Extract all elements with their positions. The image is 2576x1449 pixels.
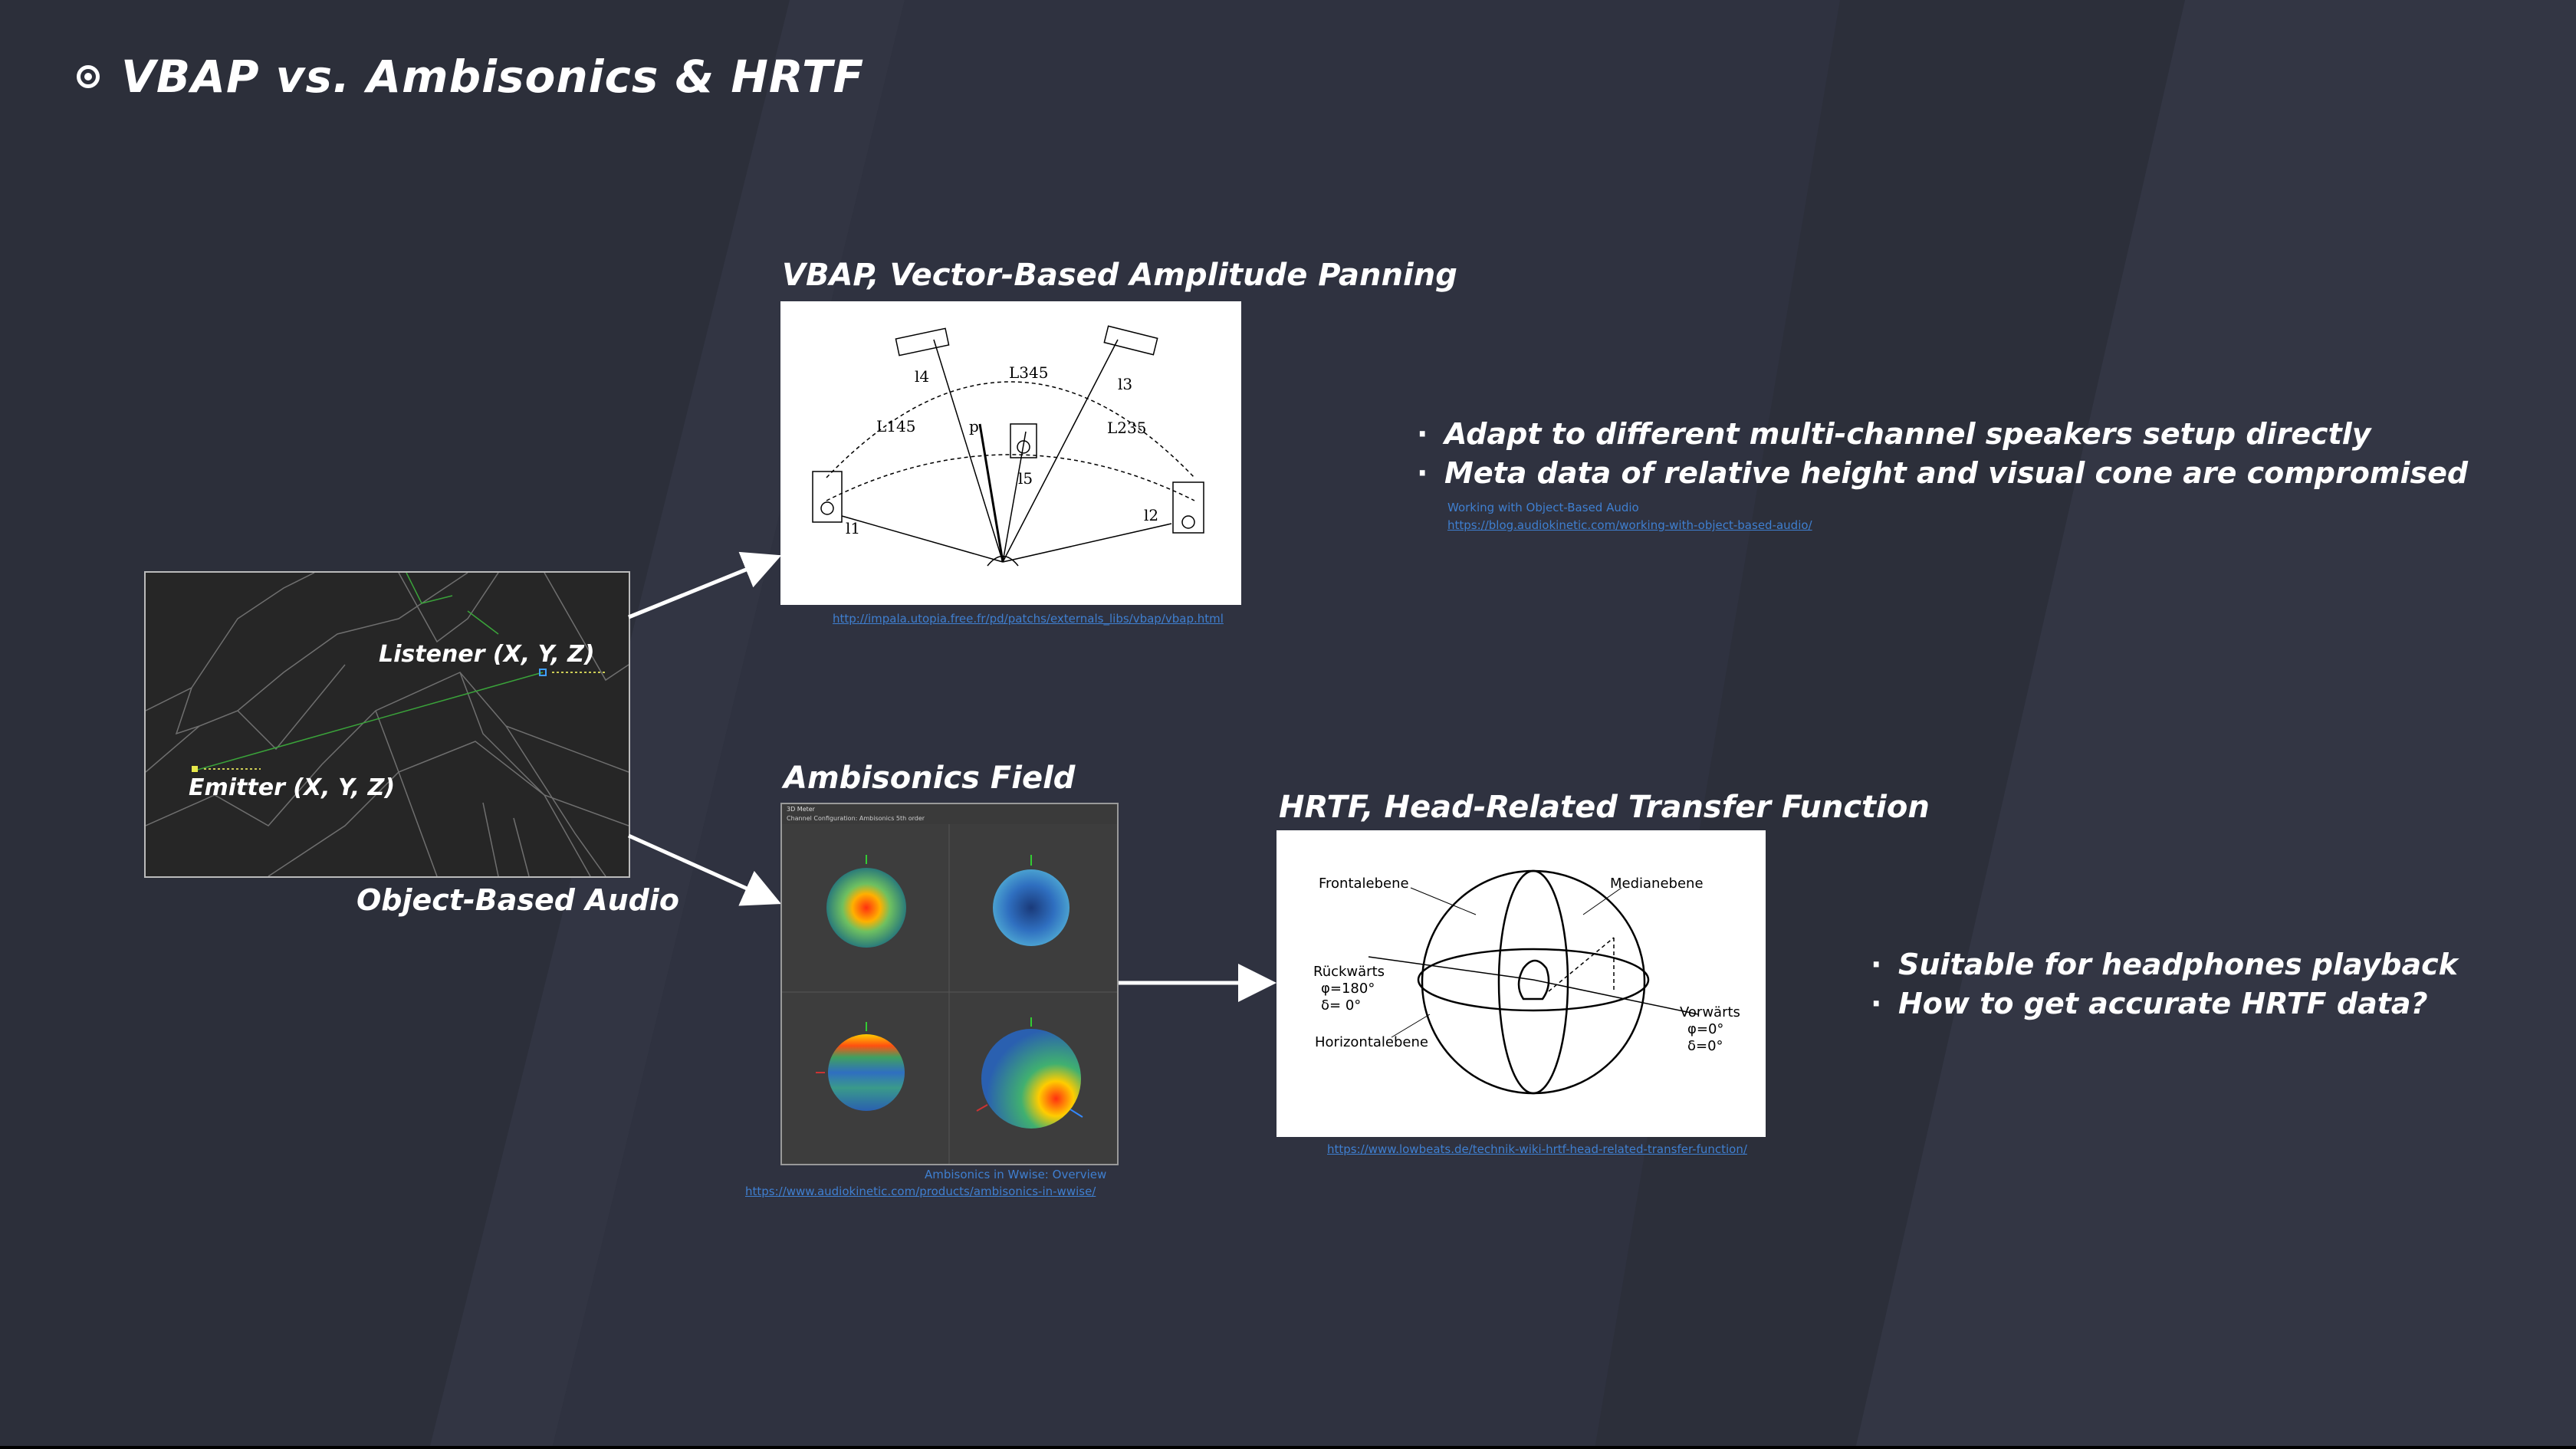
vbap-ref-link[interactable]: https://blog.audiokinetic.com/working-wi… [1447, 518, 1812, 532]
object-audio-caption: Object-Based Audio [356, 883, 679, 917]
radio-button-icon [77, 65, 100, 88]
hrtf-label-frontal: Frontalebene [1319, 876, 1409, 892]
hrtf-source-link[interactable]: https://www.lowbeats.de/technik-wiki-hrt… [1327, 1142, 1747, 1156]
hrtf-label-forward: Vorwärts [1680, 1004, 1740, 1020]
slide-title-text: VBAP vs. Ambisonics & HRTF [121, 51, 865, 103]
hrtf-label-horizontal: Horizontalebene [1315, 1034, 1428, 1050]
vbap-label-p: p [969, 417, 979, 435]
hrtf-bullets: Suitable for headphones playback How to … [1871, 945, 2458, 1024]
hrtf-bullet-1: Suitable for headphones playback [1871, 945, 2458, 984]
vbap-label-l5: l5 [1018, 469, 1033, 488]
vbap-source-link[interactable]: http://impala.utopia.free.fr/pd/patchs/e… [833, 612, 1224, 626]
vbap-label-l4: l4 [915, 367, 929, 386]
object-audio-screenshot [144, 571, 630, 878]
meter-window-subtitle: Channel Configuration: Ambisonics 5th or… [787, 815, 925, 822]
hrtf-label-back: Rückwärts [1313, 964, 1385, 980]
ambisonics-screenshot: 3D Meter Channel Configuration: Ambisoni… [780, 803, 1119, 1165]
hrtf-label-fwd-phi: φ=0° [1687, 1021, 1723, 1037]
vbap-label-l3: l3 [1118, 375, 1132, 393]
vbap-label-l235: L235 [1107, 419, 1146, 437]
ambisonics-ref-link[interactable]: https://www.audiokinetic.com/products/am… [745, 1184, 1096, 1198]
ambisonics-title: Ambisonics Field [784, 761, 1076, 796]
arrow-to-ambisonics [627, 833, 782, 906]
meter-window-title: 3D Meter [787, 806, 815, 813]
slide-title: VBAP vs. Ambisonics & HRTF [77, 51, 864, 103]
vbap-label-l2: l2 [1144, 506, 1158, 524]
vbap-label-l145: L145 [876, 417, 915, 435]
vbap-bullet-1: Adapt to different multi-channel speaker… [1417, 415, 2468, 454]
scene-wireframe [146, 573, 629, 876]
vbap-label-l1: l1 [846, 519, 860, 537]
vbap-ref-title: Working with Object-Based Audio [1447, 501, 1639, 514]
vbap-diagram: l4 L345 l3 L145 p L235 l5 l1 l2 [780, 301, 1241, 605]
hrtf-label-back-phi: φ=180° [1321, 981, 1375, 997]
vbap-bullet-2: Meta data of relative height and visual … [1417, 454, 2468, 493]
hrtf-diagram: Frontalebene Medianebene Rückwärts φ=180… [1276, 830, 1766, 1137]
arrow-to-vbap [628, 551, 782, 619]
emitter-label: Emitter (X, Y, Z) [189, 774, 396, 801]
hrtf-bullet-2: How to get accurate HRTF data? [1871, 984, 2458, 1024]
hrtf-label-back-delta: δ= 0° [1321, 997, 1361, 1014]
hrtf-title: HRTF, Head-Related Transfer Function [1279, 790, 1930, 825]
vbap-speaker-diagram: l4 L345 l3 L145 p L235 l5 l1 l2 [812, 325, 1204, 567]
ambisonics-spheres [782, 824, 1117, 1164]
hrtf-label-fwd-delta: δ=0° [1687, 1038, 1723, 1054]
vbap-bullets: Adapt to different multi-channel speaker… [1417, 415, 2468, 493]
vbap-label-l345: L345 [1009, 363, 1048, 382]
vbap-title: VBAP, Vector-Based Amplitude Panning [782, 258, 1457, 293]
listener-label: Listener (X, Y, Z) [379, 641, 595, 668]
hrtf-label-median: Medianebene [1610, 876, 1704, 892]
ambisonics-ref-title: Ambisonics in Wwise: Overview [925, 1168, 1107, 1181]
hrtf-head-diagram: Frontalebene Medianebene Rückwärts φ=180… [1313, 869, 1740, 1095]
